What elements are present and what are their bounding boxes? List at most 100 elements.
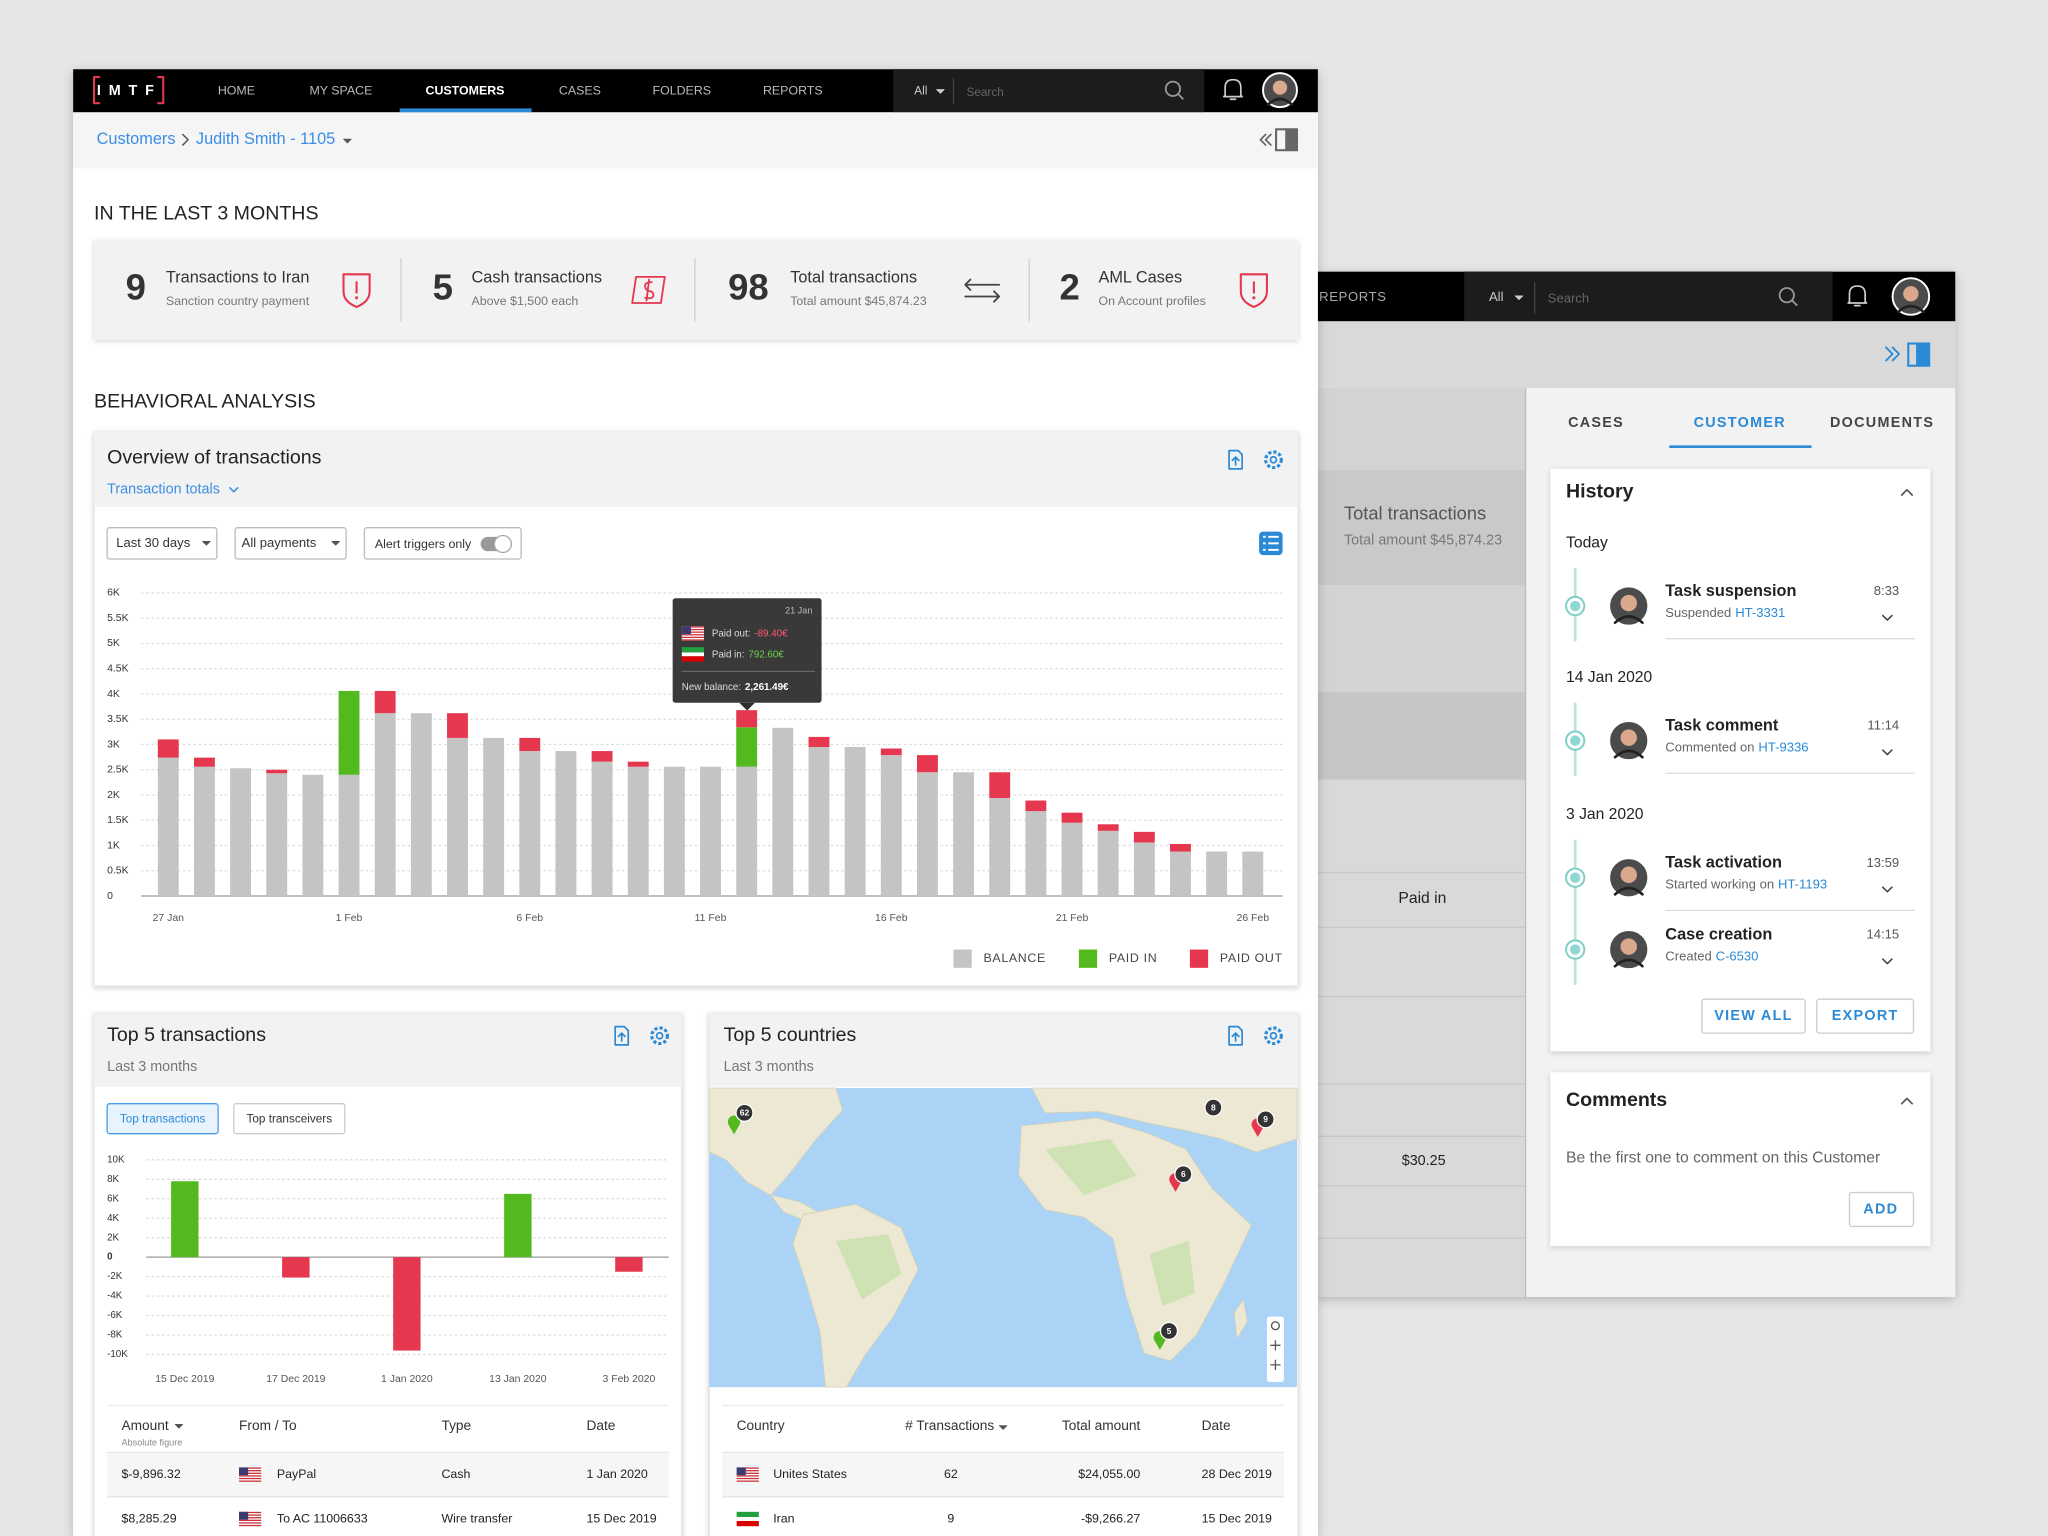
search-input[interactable]: Search xyxy=(1548,291,1589,306)
flag xyxy=(736,1467,746,1476)
select-label[interactable]: All payments xyxy=(242,535,317,550)
breadcrumb-current[interactable]: Judith Smith - 1105 xyxy=(196,130,335,148)
button[interactable] xyxy=(1848,1191,1915,1228)
search-scope[interactable]: All xyxy=(1489,289,1504,304)
toggle-label[interactable]: Alert triggers only xyxy=(375,537,472,551)
timeline-dot xyxy=(1569,872,1581,883)
nav-item[interactable]: HOME xyxy=(218,84,255,98)
history-title: Task activation xyxy=(1665,854,1782,872)
bar-segment xyxy=(989,772,1011,799)
bar-segment xyxy=(157,739,179,758)
avatar-body xyxy=(1613,886,1644,896)
back-band xyxy=(1316,779,1526,1297)
select[interactable] xyxy=(106,527,218,560)
avatar-face xyxy=(1272,80,1288,95)
flag xyxy=(239,1511,249,1520)
search-icon xyxy=(1778,287,1795,304)
panel-tab[interactable]: DOCUMENTS xyxy=(1830,415,1934,431)
collapse-icon xyxy=(1900,488,1914,496)
toggle-box[interactable] xyxy=(363,527,522,560)
bar-segment xyxy=(1097,830,1119,896)
dropdown[interactable]: Transaction totals xyxy=(107,482,220,498)
tab-label[interactable]: Top transceivers xyxy=(247,1112,333,1125)
nav-item[interactable]: FOLDERS xyxy=(653,84,712,98)
timeline-dot xyxy=(1569,600,1581,612)
column-header: Date xyxy=(586,1418,615,1433)
button-label[interactable]: VIEW ALL xyxy=(1714,1008,1793,1024)
flag xyxy=(736,1480,759,1482)
collapse-icon xyxy=(1900,1097,1914,1105)
bar-segment xyxy=(1061,822,1083,896)
button[interactable] xyxy=(1701,998,1806,1034)
bar-segment xyxy=(736,727,758,767)
y-tick-label: 6K xyxy=(107,1193,119,1204)
button-label[interactable]: EXPORT xyxy=(1832,1008,1899,1024)
flag xyxy=(736,1472,759,1474)
panel-tab[interactable]: CUSTOMER xyxy=(1694,415,1786,431)
bar-segment xyxy=(1061,812,1083,823)
tab[interactable] xyxy=(233,1103,346,1135)
search-scope[interactable]: All xyxy=(914,85,927,98)
history-link[interactable]: HT-9336 xyxy=(1758,740,1808,755)
history-text: Commented on xyxy=(1665,740,1754,755)
panel-tab[interactable]: CASES xyxy=(1568,415,1624,431)
table-cell: 1 Jan 2020 xyxy=(586,1467,647,1481)
flag xyxy=(736,1520,759,1527)
nav-item[interactable]: REPORTS xyxy=(763,84,823,98)
history-link[interactable]: HT-3331 xyxy=(1735,605,1785,620)
history-card xyxy=(1550,468,1931,1052)
button-label[interactable]: ADD xyxy=(1863,1201,1898,1217)
flag xyxy=(239,1472,262,1474)
nav-item[interactable]: CUSTOMERS xyxy=(426,84,505,98)
select[interactable] xyxy=(234,527,347,560)
bar-segment xyxy=(736,710,758,728)
y-tick-label: 3K xyxy=(107,739,120,750)
avatar-face xyxy=(1903,286,1919,302)
flag xyxy=(681,626,704,628)
bar xyxy=(615,1257,643,1272)
tab-label[interactable]: Top transactions xyxy=(120,1112,206,1125)
kpi-label: Cash transactions xyxy=(472,269,603,287)
nav-item[interactable]: REPORTS xyxy=(1319,289,1386,304)
bar-segment xyxy=(447,737,468,896)
flag xyxy=(239,1514,262,1516)
map-vegetation xyxy=(835,1234,902,1300)
avatar-body xyxy=(1613,958,1644,968)
kpi-value: 5 xyxy=(433,267,453,308)
avatar-body xyxy=(1896,304,1925,314)
y-tick-label: -6K xyxy=(107,1310,123,1321)
history-date: 14 Jan 2020 xyxy=(1566,669,1652,686)
button[interactable] xyxy=(1816,998,1915,1034)
back-toolbar xyxy=(1316,321,1956,388)
collapse-icon xyxy=(1259,133,1272,146)
x-tick-label: 11 Feb xyxy=(695,913,727,924)
caret xyxy=(174,1424,184,1429)
column-header: Country xyxy=(737,1418,785,1433)
x-tick-label: 13 Jan 2020 xyxy=(489,1374,547,1385)
flag xyxy=(681,631,704,633)
nav-item[interactable]: CASES xyxy=(559,84,601,98)
history-date: Today xyxy=(1566,534,1608,551)
bar-segment xyxy=(1242,851,1264,896)
table-cell: Unites States xyxy=(773,1467,847,1481)
export-icon xyxy=(1228,1025,1243,1046)
kpi-sub: On Account profiles xyxy=(1098,294,1205,308)
flag xyxy=(736,1517,759,1521)
history-text: Suspended xyxy=(1665,605,1731,620)
caret xyxy=(202,541,211,546)
bar-segment xyxy=(519,737,541,752)
breadcrumb-link[interactable]: Customers xyxy=(97,130,176,148)
history-link[interactable]: HT-1193 xyxy=(1778,877,1827,892)
tab[interactable] xyxy=(106,1103,219,1135)
bar-segment xyxy=(519,751,541,896)
history-title: Case creation xyxy=(1665,925,1772,943)
caret xyxy=(998,1425,1008,1430)
nav-item[interactable]: MY SPACE xyxy=(309,84,372,98)
select-label[interactable]: Last 30 days xyxy=(116,535,190,550)
map-cluster xyxy=(1174,1165,1193,1184)
card-title: Top 5 countries xyxy=(724,1024,857,1046)
card-header xyxy=(94,1013,682,1087)
search-input[interactable]: Search xyxy=(967,86,1004,99)
bar-segment xyxy=(447,713,468,738)
history-link[interactable]: C-6530 xyxy=(1716,949,1759,964)
